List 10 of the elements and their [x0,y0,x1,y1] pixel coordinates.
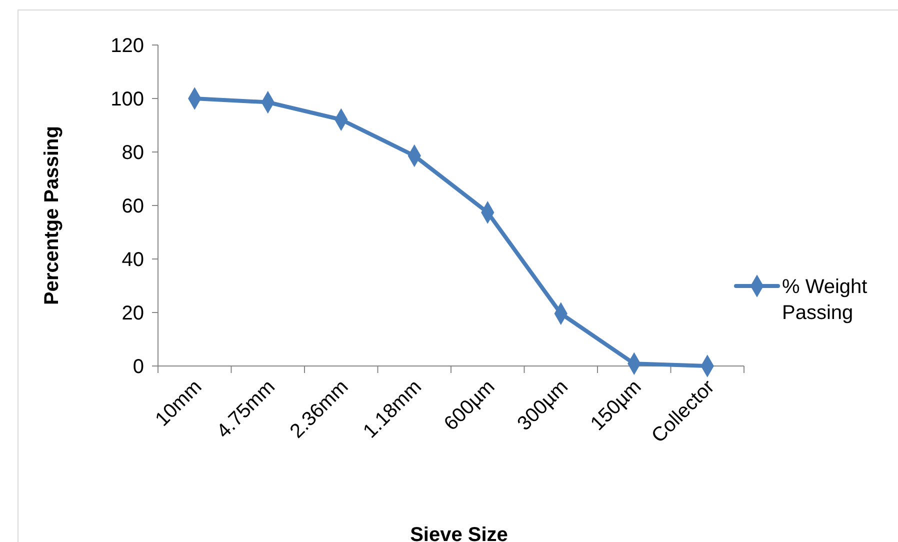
y-tick-label: 80 [122,142,144,164]
y-tick-label: 20 [122,302,144,324]
y-tick-label: 120 [110,35,144,57]
legend-label: % Weight Passing [782,276,868,324]
y-tick-label: 60 [122,196,144,218]
y-tick-label: 40 [122,249,144,271]
y-axis-title: Percentge Passing [41,126,63,305]
y-tick-label: 100 [110,88,144,110]
x-axis-title: Sieve Size [410,524,508,542]
y-tick-label: 0 [132,356,144,378]
